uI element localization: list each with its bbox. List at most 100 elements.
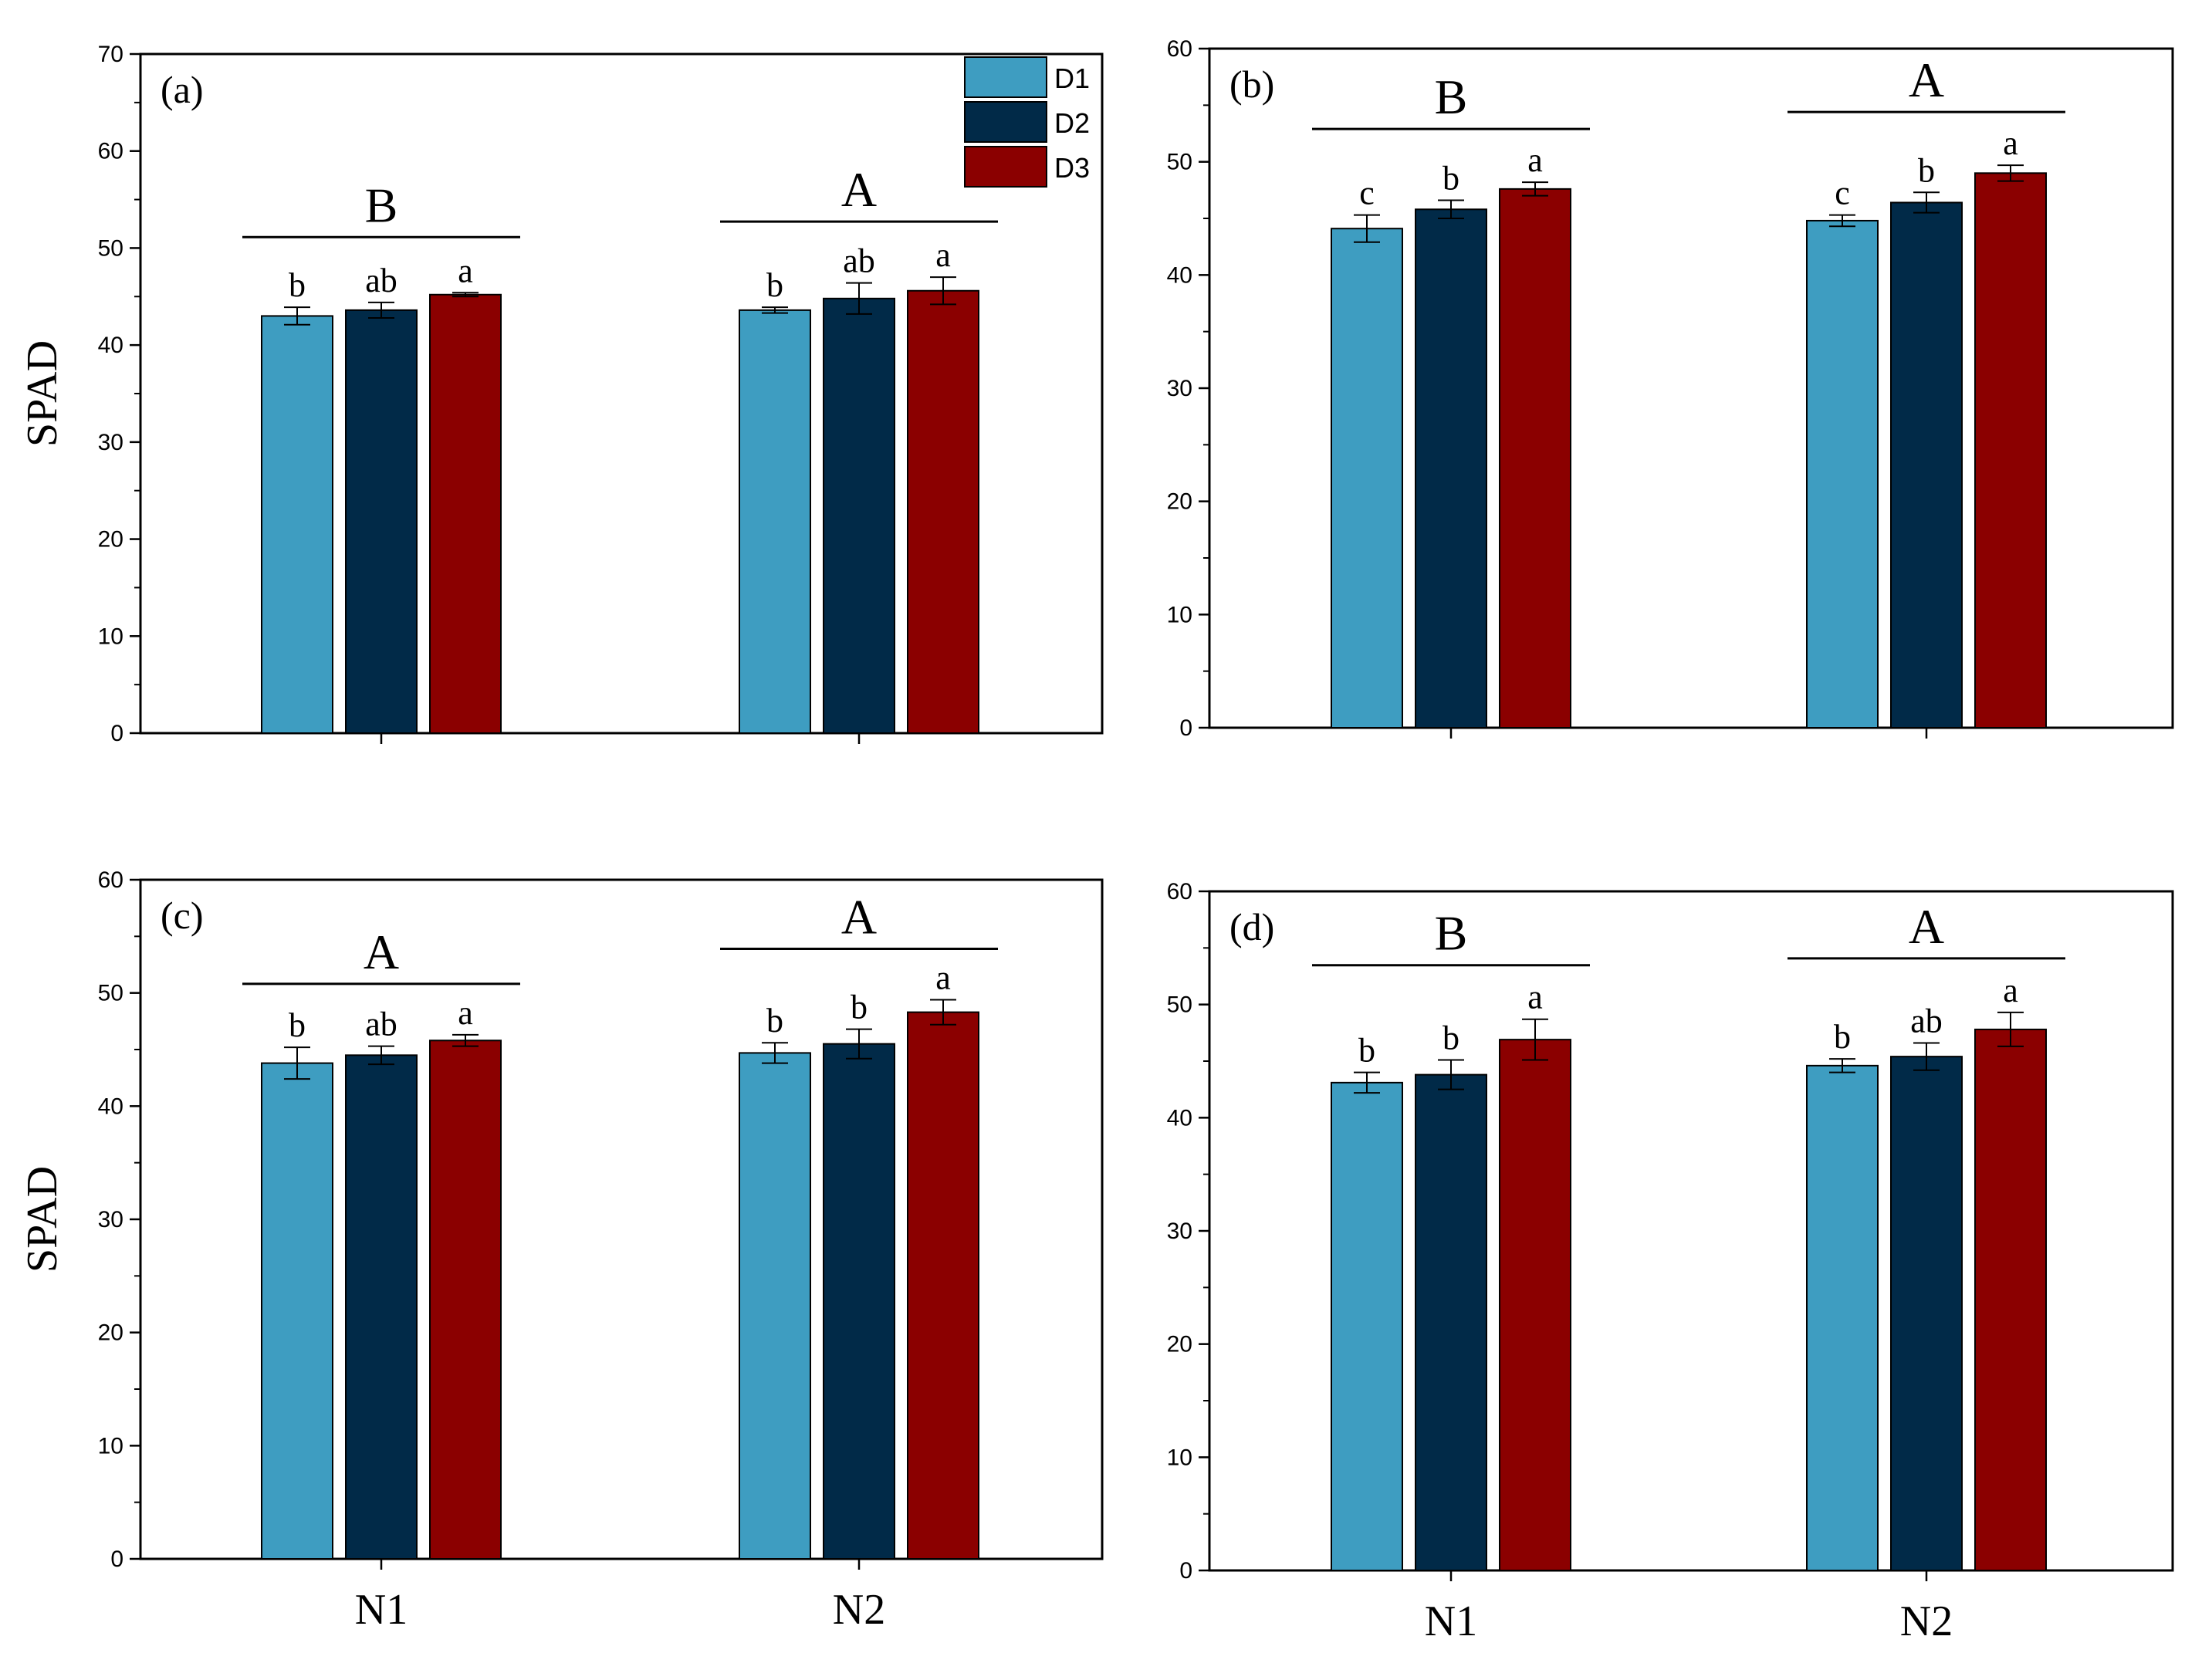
group-letter: A [841, 889, 877, 944]
panel-4: 0 10 20 30 40 50 60 (d) N1 b b a B N2 b ab a A [1167, 879, 2174, 1645]
y-tick-label: 30 [98, 430, 123, 455]
y-tick-label: 0 [1179, 715, 1192, 741]
group-letter: A [1909, 899, 1944, 954]
significance-letter: a [935, 236, 951, 274]
significance-letter: b [766, 266, 783, 304]
y-tick-label: 60 [1167, 36, 1192, 62]
legend-swatch [964, 146, 1047, 188]
y-tick-label: 10 [1167, 602, 1192, 627]
significance-letter: b [1358, 1032, 1375, 1070]
y-tick-label: 50 [98, 981, 123, 1006]
legend: D1 D2 D3 [964, 56, 1090, 188]
bar [429, 1040, 502, 1560]
group-letter: B [1435, 69, 1468, 124]
group-letter: A [1909, 52, 1944, 107]
y-tick-label: 0 [110, 721, 123, 746]
significance-letter: c [1359, 174, 1375, 212]
significance-letter: b [1443, 1019, 1459, 1057]
significance-letter: b [1443, 160, 1459, 198]
bar [345, 309, 418, 734]
bar [1974, 172, 2047, 729]
bar [1806, 1064, 1879, 1572]
y-tick-label: 70 [98, 42, 123, 67]
significance-letter: ab [365, 1006, 397, 1043]
y-tick-label: 20 [1167, 489, 1192, 515]
y-tick-label: 40 [98, 1094, 123, 1119]
y-tick-label: 30 [1167, 1219, 1192, 1244]
y-axis-title: SPAD [19, 340, 66, 447]
y-tick-label: 0 [1179, 1558, 1192, 1584]
bar [1806, 219, 1879, 729]
legend-label: D1 [1054, 63, 1090, 94]
bar [1415, 208, 1487, 729]
significance-letter: b [851, 989, 868, 1026]
bar [261, 315, 333, 734]
legend-label: D2 [1054, 107, 1090, 139]
y-tick-label: 50 [1167, 150, 1192, 175]
bar [1415, 1073, 1487, 1571]
panel-label: (c) [161, 894, 204, 937]
y-tick-label: 20 [98, 1320, 123, 1346]
panel-2: 0 10 20 30 40 50 60 (b) c b a Bc b a A [1167, 36, 2174, 741]
x-tick-label: N1 [1425, 1597, 1477, 1645]
significance-letter: b [1834, 1018, 1851, 1056]
bar [739, 309, 811, 734]
significance-letter: c [1835, 174, 1850, 212]
y-tick-label: 40 [1167, 262, 1192, 288]
bar [1331, 1081, 1403, 1572]
y-tick-label: 30 [98, 1207, 123, 1232]
significance-letter: a [935, 958, 951, 996]
bar [1974, 1028, 2047, 1571]
bar [739, 1052, 811, 1560]
y-axis-title: SPAD [19, 1166, 66, 1273]
bar [907, 289, 979, 734]
panel-3: 0 10 20 30 40 50 60 SPAD (c) N1 b ab a A N2 b b a A [19, 867, 1104, 1634]
panel-1: 0 10 20 30 40 50 60 70 SPAD (a) b ab a Bb ab a A D1 D2 D3 [19, 42, 1104, 746]
group-letter: A [364, 925, 399, 979]
panel-label: (a) [161, 68, 204, 111]
significance-letter: a [1527, 979, 1543, 1016]
significance-letter: a [458, 994, 473, 1032]
bar [345, 1054, 418, 1560]
y-tick-label: 20 [1167, 1332, 1192, 1357]
y-tick-label: 0 [110, 1547, 123, 1572]
bar [1499, 1039, 1571, 1571]
x-tick-label: N1 [355, 1586, 408, 1634]
significance-letter: b [1918, 151, 1935, 189]
group-letter: B [365, 177, 398, 232]
legend-swatch [964, 56, 1047, 98]
y-tick-label: 60 [98, 139, 123, 164]
bar [1890, 201, 1963, 729]
significance-letter: b [766, 1002, 783, 1040]
x-tick-label: N2 [833, 1586, 885, 1634]
bar [1331, 228, 1403, 729]
group-letter: A [841, 162, 877, 217]
y-tick-label: 20 [98, 527, 123, 553]
group-letter: B [1435, 906, 1468, 961]
y-tick-label: 10 [98, 624, 123, 649]
y-tick-label: 10 [1167, 1445, 1192, 1470]
significance-letter: ab [365, 262, 397, 299]
panel-label: (b) [1229, 63, 1274, 106]
bar [1499, 188, 1571, 729]
x-tick-label: N2 [1900, 1597, 1953, 1645]
significance-letter: a [458, 252, 473, 289]
y-tick-label: 60 [98, 867, 123, 893]
significance-letter: a [1527, 141, 1543, 179]
legend-swatch [964, 101, 1047, 143]
bar [261, 1062, 333, 1560]
significance-letter: b [289, 266, 306, 304]
significance-letter: ab [843, 242, 875, 280]
significance-letter: a [2003, 124, 2018, 162]
significance-letter: ab [1910, 1002, 1943, 1040]
significance-letter: b [289, 1006, 306, 1044]
bar [1890, 1056, 1963, 1571]
y-tick-label: 50 [1167, 992, 1192, 1018]
bar [823, 1043, 895, 1560]
y-tick-label: 30 [1167, 376, 1192, 401]
y-tick-label: 40 [1167, 1105, 1192, 1131]
panel-label: (d) [1229, 905, 1274, 948]
bar [429, 293, 502, 734]
y-tick-label: 50 [98, 235, 123, 261]
